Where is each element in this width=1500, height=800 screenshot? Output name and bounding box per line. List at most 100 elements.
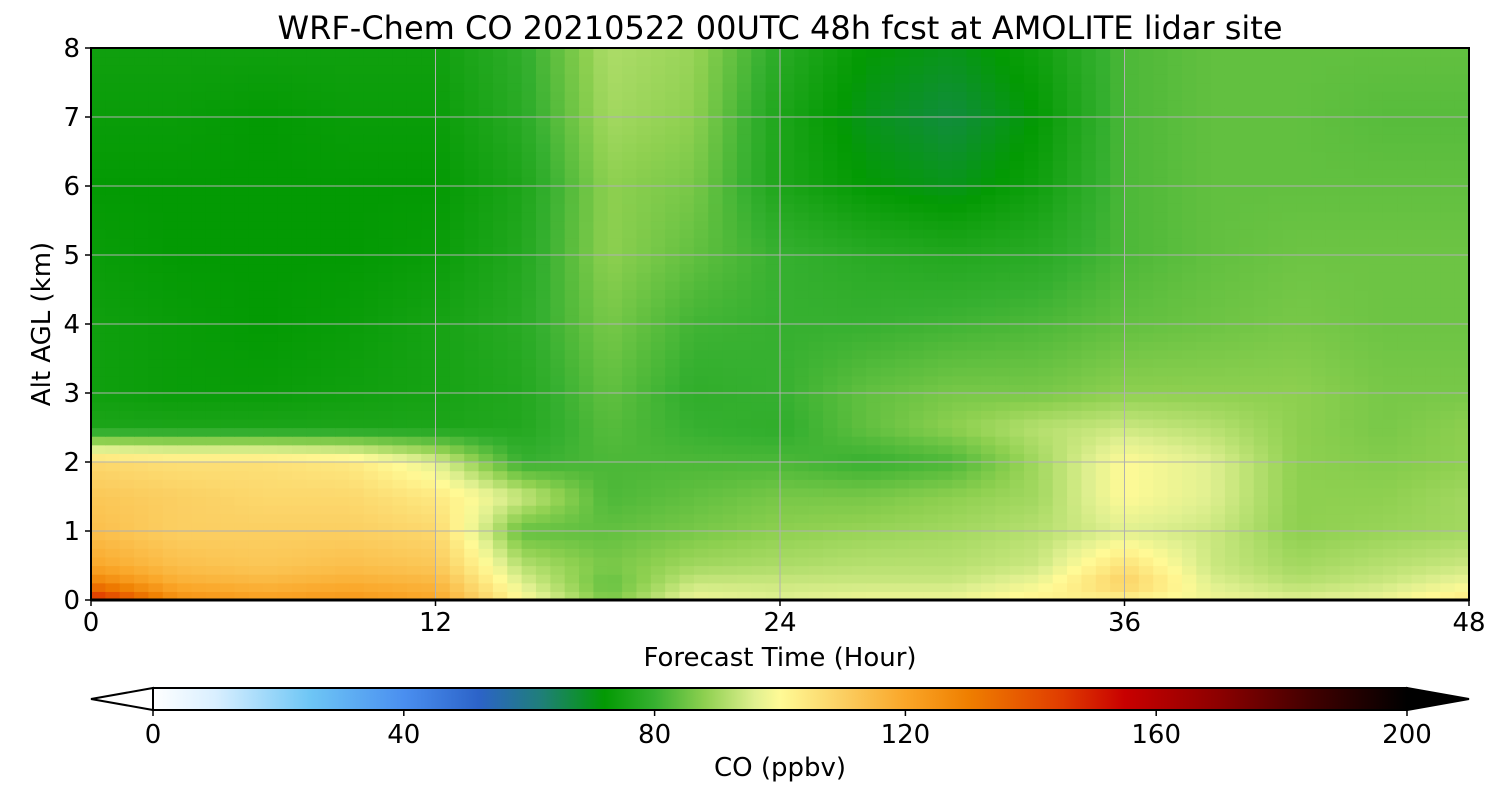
heatmap-cell bbox=[521, 358, 537, 368]
heatmap-cell bbox=[1124, 436, 1140, 446]
heatmap-cell bbox=[263, 582, 279, 592]
heatmap-cell bbox=[579, 306, 594, 316]
heatmap-cell bbox=[1268, 255, 1283, 265]
heatmap-cell bbox=[1440, 418, 1456, 429]
heatmap-cell bbox=[234, 539, 250, 549]
heatmap-cell bbox=[306, 280, 322, 291]
heatmap-cell bbox=[1397, 194, 1413, 204]
heatmap-cell bbox=[105, 505, 121, 515]
heatmap-cell bbox=[521, 548, 537, 558]
heatmap-cell bbox=[1224, 522, 1240, 532]
heatmap-cell bbox=[1411, 229, 1427, 239]
heatmap-cell bbox=[593, 591, 609, 600]
heatmap-cell bbox=[1110, 306, 1126, 316]
heatmap-cell bbox=[1339, 168, 1355, 178]
heatmap-cell bbox=[349, 306, 365, 316]
heatmap-cell bbox=[521, 462, 537, 472]
heatmap-cell bbox=[708, 556, 724, 567]
heatmap-cell bbox=[952, 375, 968, 385]
heatmap-cell bbox=[1454, 574, 1469, 584]
heatmap-cell bbox=[1425, 384, 1441, 394]
heatmap-cell bbox=[866, 418, 882, 429]
heatmap-cell bbox=[91, 358, 106, 368]
heatmap-cell bbox=[535, 427, 551, 437]
heatmap-cell bbox=[449, 479, 465, 489]
heatmap-cell bbox=[205, 186, 221, 196]
heatmap-cell bbox=[1425, 168, 1441, 178]
heatmap-cell bbox=[1224, 186, 1240, 196]
heatmap-cell bbox=[1382, 384, 1398, 394]
heatmap-cell bbox=[1124, 401, 1140, 411]
heatmap-cell bbox=[349, 513, 365, 523]
heatmap-cell bbox=[980, 453, 996, 463]
heatmap-cell bbox=[421, 194, 437, 204]
heatmap-cell bbox=[220, 444, 236, 454]
heatmap-cell bbox=[535, 237, 551, 247]
heatmap-cell bbox=[1354, 539, 1370, 549]
heatmap-cell bbox=[1440, 462, 1456, 472]
heatmap-cell bbox=[909, 349, 925, 360]
heatmap-cell bbox=[306, 444, 322, 454]
heatmap-cell bbox=[449, 591, 465, 600]
heatmap-cell bbox=[550, 410, 566, 420]
heatmap-cell bbox=[492, 496, 508, 506]
heatmap-cell bbox=[866, 186, 882, 196]
heatmap-cell bbox=[521, 168, 537, 178]
heatmap-cell bbox=[191, 358, 207, 368]
heatmap-cell bbox=[837, 556, 853, 567]
heatmap-cell bbox=[665, 505, 681, 515]
heatmap-cell bbox=[335, 556, 350, 567]
heatmap-cell bbox=[966, 470, 982, 480]
heatmap-cell bbox=[593, 358, 609, 368]
heatmap-cell bbox=[1181, 453, 1197, 463]
heatmap-cell bbox=[937, 246, 953, 256]
heatmap-cell bbox=[665, 410, 681, 420]
heatmap-cell bbox=[980, 582, 996, 592]
heatmap-cell bbox=[1425, 418, 1441, 429]
heatmap-cell bbox=[263, 496, 279, 506]
heatmap-cell bbox=[1153, 186, 1169, 196]
heatmap-cell bbox=[1311, 522, 1327, 532]
heatmap-cell bbox=[521, 263, 537, 273]
heatmap-cell bbox=[205, 531, 221, 541]
heatmap-cell bbox=[1382, 315, 1398, 325]
heatmap-cell bbox=[177, 479, 193, 489]
heatmap-cell bbox=[105, 280, 121, 291]
heatmap-cell bbox=[1110, 211, 1126, 222]
heatmap-cell bbox=[105, 358, 121, 368]
heatmap-cell bbox=[335, 427, 350, 437]
heatmap-cell bbox=[392, 324, 408, 334]
heatmap-cell bbox=[1110, 272, 1126, 282]
heatmap-cell bbox=[421, 306, 437, 316]
heatmap-cell bbox=[1196, 453, 1212, 463]
heatmap-cell bbox=[478, 401, 494, 411]
heatmap-cell bbox=[952, 349, 968, 360]
heatmap-cell bbox=[1368, 298, 1384, 308]
heatmap-cell bbox=[191, 255, 207, 265]
heatmap-cell bbox=[1224, 367, 1240, 377]
heatmap-cell bbox=[579, 410, 594, 420]
heatmap-cell bbox=[1268, 203, 1283, 213]
heatmap-cell bbox=[449, 574, 465, 584]
heatmap-cell bbox=[837, 539, 853, 549]
heatmap-cell bbox=[1382, 453, 1398, 463]
heatmap-cell bbox=[808, 444, 824, 454]
heatmap-cell bbox=[162, 341, 178, 351]
heatmap-cell bbox=[1167, 453, 1183, 463]
heatmap-cell bbox=[952, 358, 968, 368]
heatmap-cell bbox=[1196, 168, 1212, 178]
heatmap-cell bbox=[937, 272, 953, 282]
heatmap-cell bbox=[291, 255, 307, 265]
heatmap-cell bbox=[880, 539, 896, 549]
heatmap-cell bbox=[1009, 427, 1025, 437]
heatmap-cell bbox=[650, 470, 666, 480]
heatmap-cell bbox=[220, 211, 236, 222]
heatmap-cell bbox=[880, 263, 896, 273]
heatmap-cell bbox=[909, 539, 925, 549]
heatmap-cell bbox=[220, 255, 236, 265]
heatmap-cell bbox=[119, 427, 135, 437]
heatmap-cell bbox=[937, 220, 953, 230]
heatmap-cell bbox=[1339, 384, 1355, 394]
heatmap-cell bbox=[1224, 220, 1240, 230]
heatmap-cell bbox=[1282, 341, 1298, 351]
